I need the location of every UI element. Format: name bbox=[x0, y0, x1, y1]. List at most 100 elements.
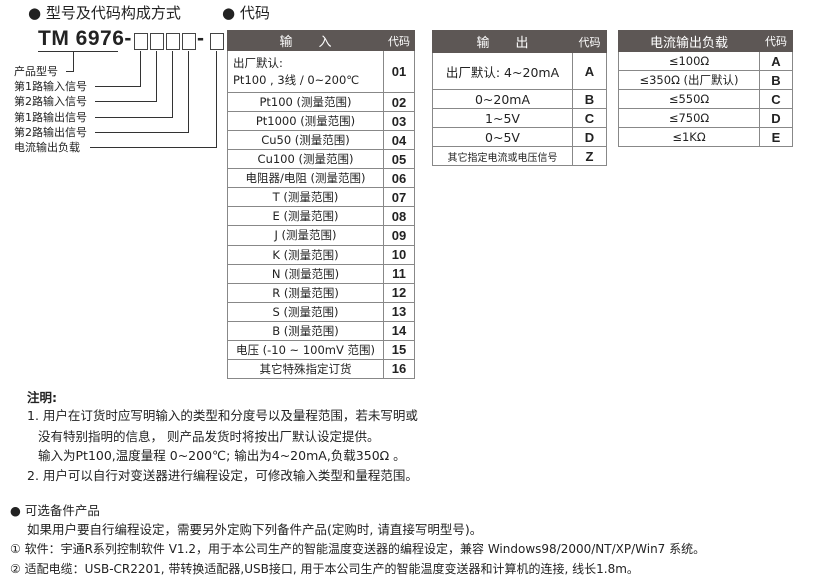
row-label: Pt1000 (测量范围) bbox=[227, 111, 384, 132]
table-row: E (测量范围) 08 bbox=[227, 206, 415, 227]
row-label: 0~20mA bbox=[432, 89, 573, 109]
code-box bbox=[210, 33, 224, 50]
row-label: 其它指定电流或电压信号 bbox=[432, 146, 573, 166]
table-row: 0~5V D bbox=[432, 127, 607, 147]
code-box bbox=[134, 33, 148, 50]
label-input-2: 第2路输入信号 bbox=[14, 95, 87, 108]
row-code: 06 bbox=[383, 168, 415, 189]
row-label: Pt100 (测量范围) bbox=[227, 91, 384, 113]
row-label: ≤750Ω bbox=[618, 108, 760, 128]
row-code: 03 bbox=[383, 111, 415, 132]
row-label: K (测量范围) bbox=[227, 244, 384, 265]
row-label: ≤1KΩ bbox=[618, 127, 760, 147]
table-row: Cu100 (测量范围) 05 bbox=[227, 149, 415, 170]
row-code: C bbox=[572, 108, 607, 128]
row-code: B bbox=[759, 70, 793, 90]
output-code-table: 输 出代码 出厂默认: 4~20mA A 0~20mA B 1~5V C 0~5V D 其它指定电… bbox=[432, 30, 607, 166]
table-row: R (测量范围) 12 bbox=[227, 282, 415, 303]
row-code: D bbox=[572, 127, 607, 147]
row-label: Cu100 (测量范围) bbox=[227, 149, 384, 170]
table-header: 输 出 bbox=[432, 30, 573, 53]
label-input-1: 第1路输入信号 bbox=[14, 80, 87, 93]
row-code: 09 bbox=[383, 225, 415, 246]
section-heading-model: ● 型号及代码构成方式 bbox=[28, 4, 181, 22]
accessories-title: ● 可选备件产品 bbox=[10, 503, 100, 518]
row-label: T (测量范围) bbox=[227, 187, 384, 208]
accessory-item-software: ① 软件：宇通R系列控制软件 V1.2，用于本公司生产的智能温度变送器的编程设定… bbox=[10, 542, 706, 556]
row-code: A bbox=[759, 51, 793, 71]
row-code: 01 bbox=[383, 50, 415, 93]
row-label: N (测量范围) bbox=[227, 263, 384, 284]
code-header: 代码 bbox=[572, 30, 607, 53]
row-label: 出厂默认: 4~20mA bbox=[432, 52, 573, 90]
row-code: 08 bbox=[383, 206, 415, 227]
table-row: ≤350Ω (出厂默认) B bbox=[618, 70, 793, 90]
row-code: 11 bbox=[383, 263, 415, 284]
table-row: ≤750Ω D bbox=[618, 108, 793, 128]
input-code-table: 输 入代码 出厂默认: Pt100 , 3线 / 0~200℃ 01 Pt100 (测… bbox=[227, 30, 415, 379]
load-code-table: 电流输出负载 代码 ≤100Ω A ≤350Ω (出厂默认) B ≤550Ω C ≤750Ω D ≤… bbox=[618, 30, 793, 147]
table-row: T (测量范围) 07 bbox=[227, 187, 415, 208]
row-code: D bbox=[759, 108, 793, 128]
row-label: 0~5V bbox=[432, 127, 573, 147]
table-row: 其它特殊指定订货 16 bbox=[227, 358, 415, 379]
table-row: ≤1KΩ E bbox=[618, 127, 793, 147]
table-row: 出厂默认: Pt100 , 3线 / 0~200℃ 01 bbox=[227, 50, 415, 93]
note-line: 输入为Pt100,温度量程 0~200℃; 输出为4~20mA,负载350Ω 。 bbox=[38, 448, 406, 463]
table-row: 出厂默认: 4~20mA A bbox=[432, 52, 607, 90]
table-row: ≤550Ω C bbox=[618, 89, 793, 109]
table-row: S (测量范围) 13 bbox=[227, 301, 415, 322]
code-box bbox=[150, 33, 164, 50]
row-label: 1~5V bbox=[432, 108, 573, 128]
table-row: N (测量范围) 11 bbox=[227, 263, 415, 284]
table-row: K (测量范围) 10 bbox=[227, 244, 415, 265]
row-code: 15 bbox=[383, 339, 415, 360]
row-code: A bbox=[572, 52, 607, 90]
row-label: ≤550Ω bbox=[618, 89, 760, 109]
row-label: 电阻器/电阻 (测量范围) bbox=[227, 168, 384, 189]
model-dash: - bbox=[197, 27, 205, 50]
table-row: J (测量范围) 09 bbox=[227, 225, 415, 246]
row-code: 14 bbox=[383, 320, 415, 341]
row-code: 04 bbox=[383, 130, 415, 151]
row-label: ≤350Ω (出厂默认) bbox=[618, 70, 760, 90]
table-row: 电压 (-10 ~ 100mV 范围) 15 bbox=[227, 339, 415, 360]
table-header: 输 入 bbox=[227, 30, 384, 51]
row-code: Z bbox=[572, 146, 607, 166]
row-code: C bbox=[759, 89, 793, 109]
note-line: 没有特别指明的信息， 则产品发货时将按出厂默认设定提供。 bbox=[38, 429, 380, 444]
row-label: B (测量范围) bbox=[227, 320, 384, 341]
row-code: 05 bbox=[383, 149, 415, 170]
row-label: E (测量范围) bbox=[227, 206, 384, 227]
table-row: 1~5V C bbox=[432, 108, 607, 128]
row-code: B bbox=[572, 89, 607, 109]
row-label: 其它特殊指定订货 bbox=[227, 358, 384, 379]
row-code: 13 bbox=[383, 301, 415, 322]
row-code: 16 bbox=[383, 358, 415, 379]
row-label: R (测量范围) bbox=[227, 282, 384, 303]
row-code: 10 bbox=[383, 244, 415, 265]
note-line: 2. 用户可以自行对变送器进行编程设定，可修改输入类型和量程范围。 bbox=[27, 468, 418, 483]
table-row: 0~20mA B bbox=[432, 89, 607, 109]
notes-title: 注明: bbox=[27, 390, 57, 405]
table-row: 电阻器/电阻 (测量范围) 06 bbox=[227, 168, 415, 189]
table-row: B (测量范围) 14 bbox=[227, 320, 415, 341]
table-row: 其它指定电流或电压信号 Z bbox=[432, 146, 607, 166]
row-code: 07 bbox=[383, 187, 415, 208]
model-prefix: TM 6976- bbox=[38, 27, 132, 50]
row-code: 02 bbox=[383, 91, 415, 113]
row-label: J (测量范围) bbox=[227, 225, 384, 246]
section-heading-code: ● 代码 bbox=[222, 4, 270, 22]
table-row: Pt1000 (测量范围) 03 bbox=[227, 111, 415, 132]
accessory-item-cable: ② 适配电缆：USB-CR2201, 带转换适配器,USB接口, 用于本公司生产… bbox=[10, 562, 639, 576]
row-label: S (测量范围) bbox=[227, 301, 384, 322]
code-box bbox=[166, 33, 180, 50]
row-label: 电压 (-10 ~ 100mV 范围) bbox=[227, 339, 384, 360]
row-label: ≤100Ω bbox=[618, 51, 760, 71]
table-row: ≤100Ω A bbox=[618, 51, 793, 71]
code-header: 代码 bbox=[759, 30, 793, 52]
row-code: E bbox=[759, 127, 793, 147]
row-label: Cu50 (测量范围) bbox=[227, 130, 384, 151]
table-row: Cu50 (测量范围) 04 bbox=[227, 130, 415, 151]
note-line: 1. 用户在订货时应写明输入的类型和分度号以及量程范围，若未写明或 bbox=[27, 408, 418, 423]
